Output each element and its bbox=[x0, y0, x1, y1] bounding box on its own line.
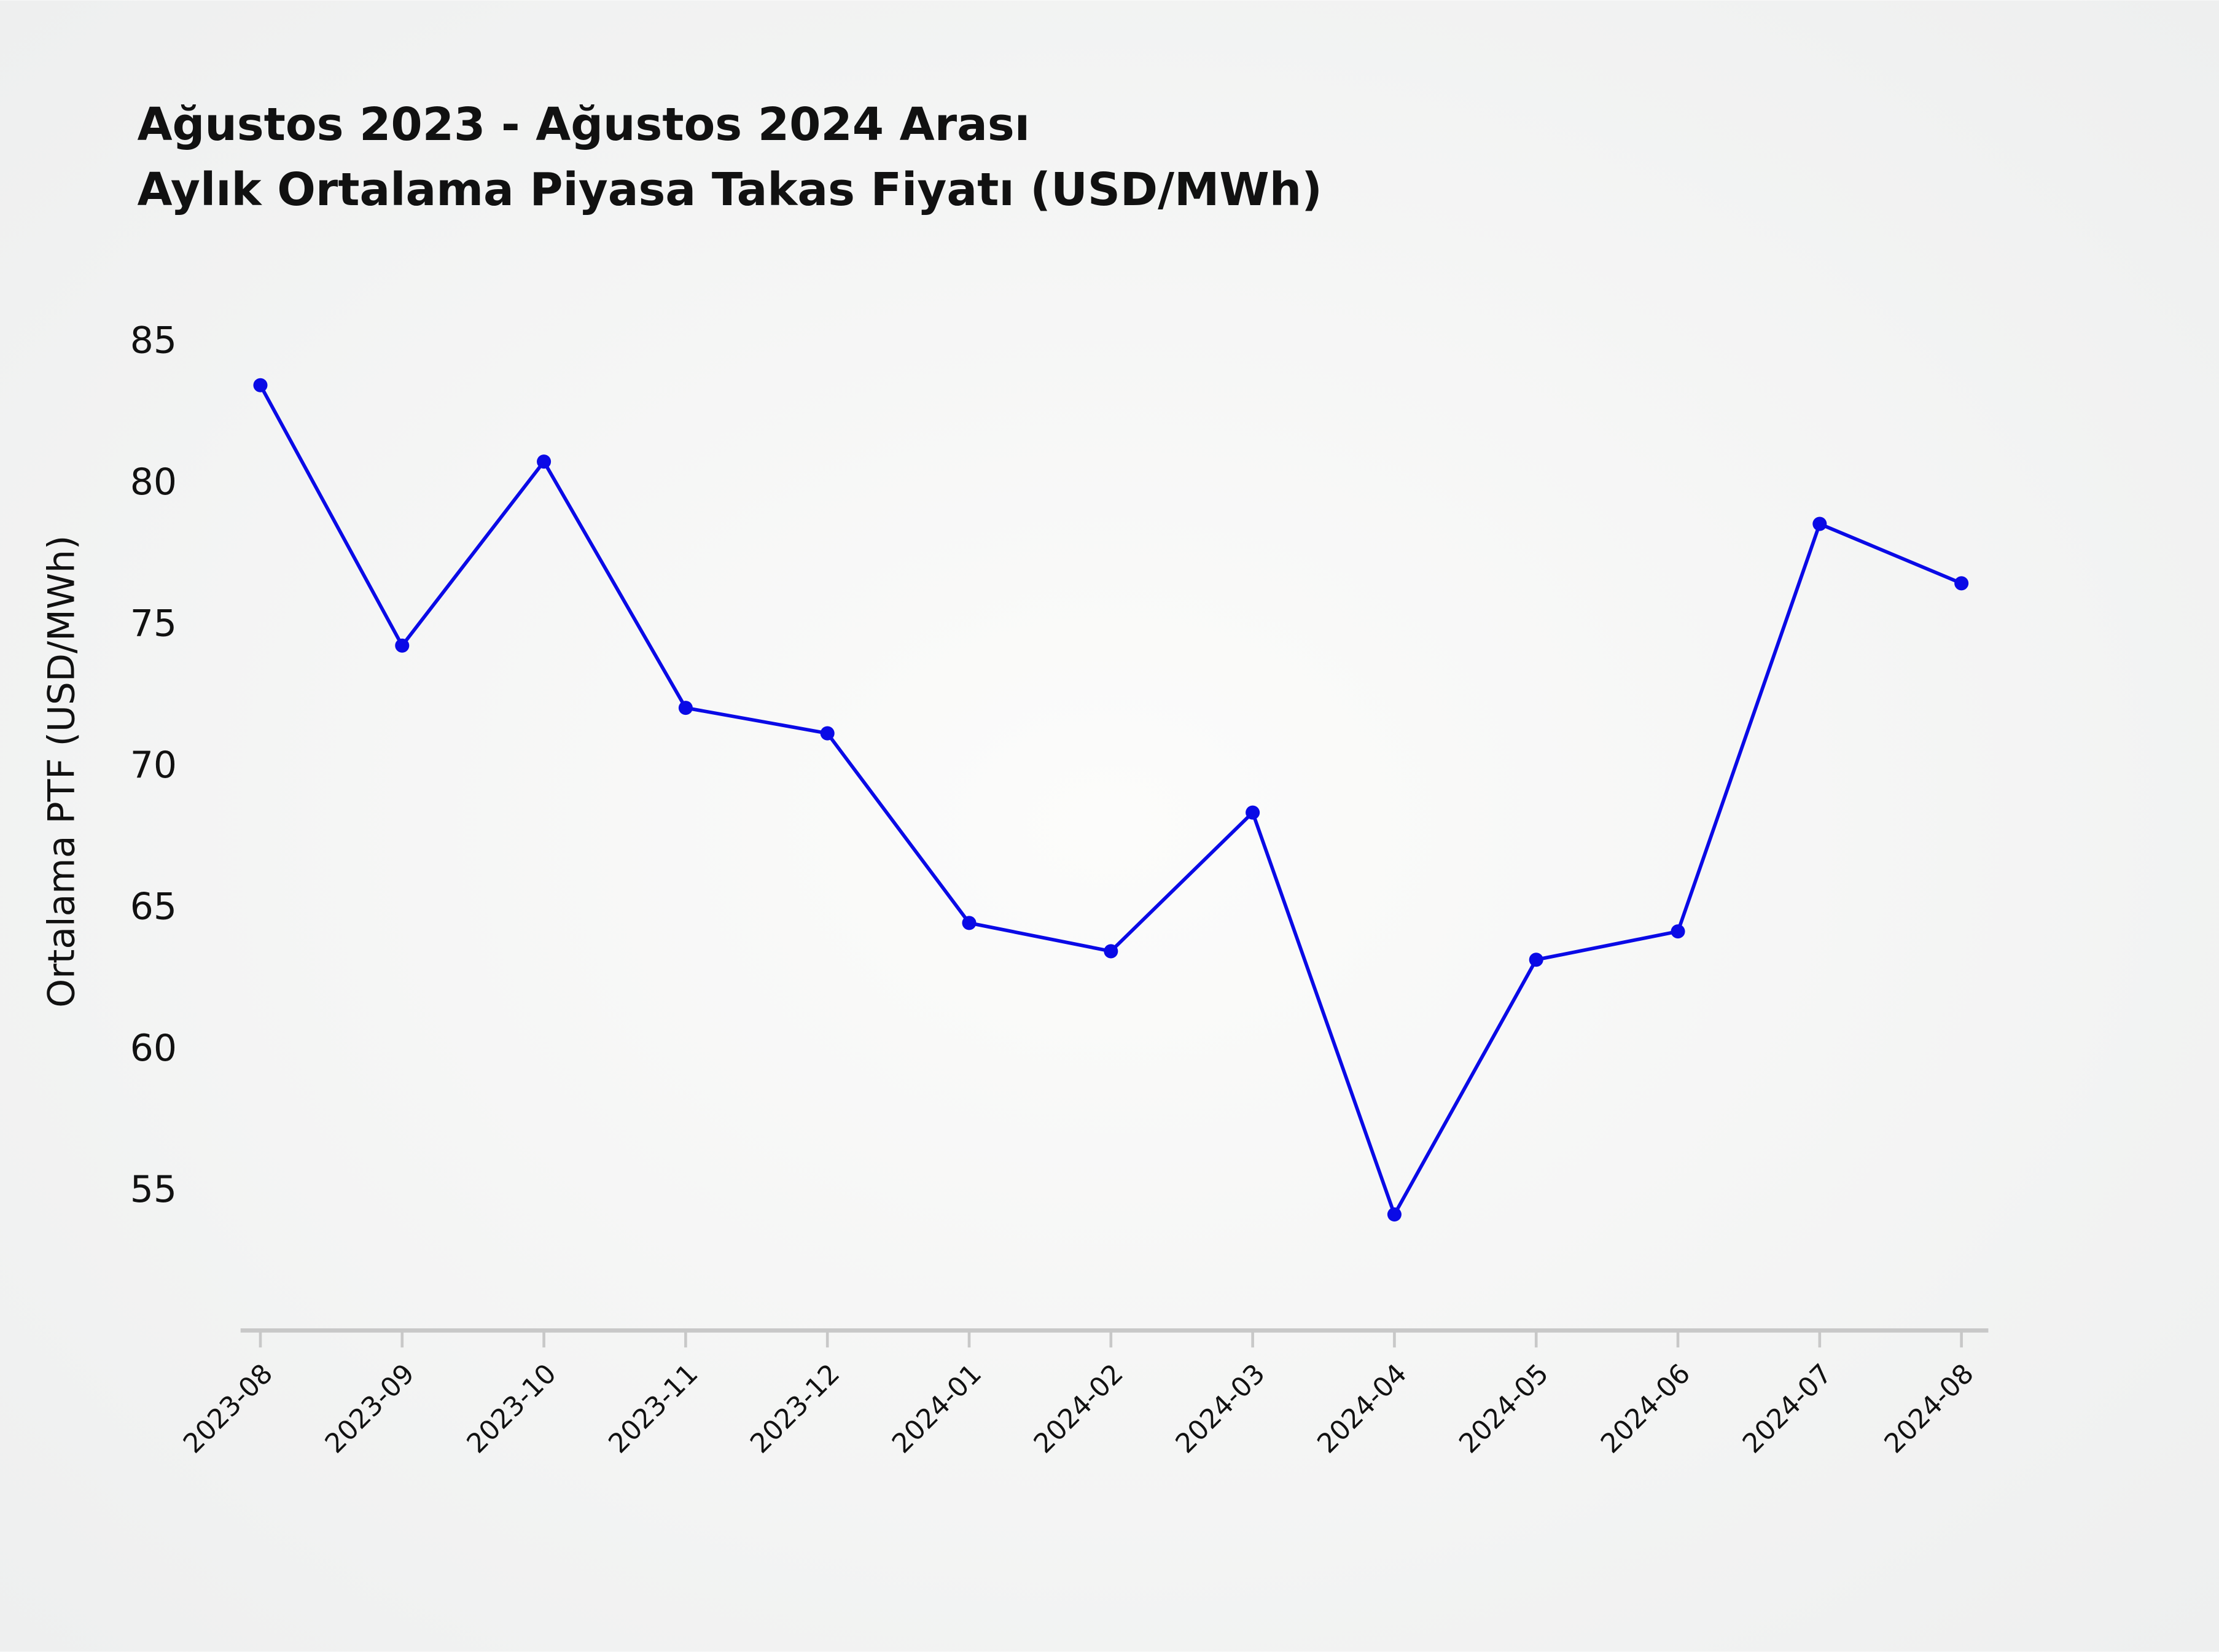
point bbox=[1529, 953, 1543, 967]
point bbox=[1954, 576, 1969, 591]
y-axis-label: Ortalama PTF (USD/MWh) bbox=[40, 536, 83, 1008]
y-tick-label: 75 bbox=[130, 602, 177, 645]
y-tick-label: 85 bbox=[130, 319, 177, 362]
y-tick-label: 80 bbox=[130, 461, 177, 504]
y-tick-label: 60 bbox=[130, 1027, 177, 1070]
point bbox=[962, 916, 977, 930]
point bbox=[1104, 944, 1118, 959]
y-tick-label: 70 bbox=[130, 744, 177, 787]
chart-subtitle: Aylık Ortalama Piyasa Takas Fiyatı (USD/… bbox=[138, 164, 1322, 216]
point bbox=[253, 378, 268, 392]
point bbox=[1246, 805, 1260, 820]
point bbox=[537, 454, 552, 469]
point bbox=[678, 701, 693, 715]
point bbox=[1387, 1207, 1402, 1222]
point bbox=[1812, 516, 1827, 531]
point bbox=[1671, 924, 1685, 939]
y-tick-label: 55 bbox=[130, 1168, 177, 1211]
y-tick-label: 65 bbox=[130, 885, 177, 928]
chart-title: Ağustos 2023 - Ağustos 2024 Arası bbox=[138, 99, 1030, 151]
point bbox=[395, 638, 410, 653]
point bbox=[820, 726, 835, 741]
